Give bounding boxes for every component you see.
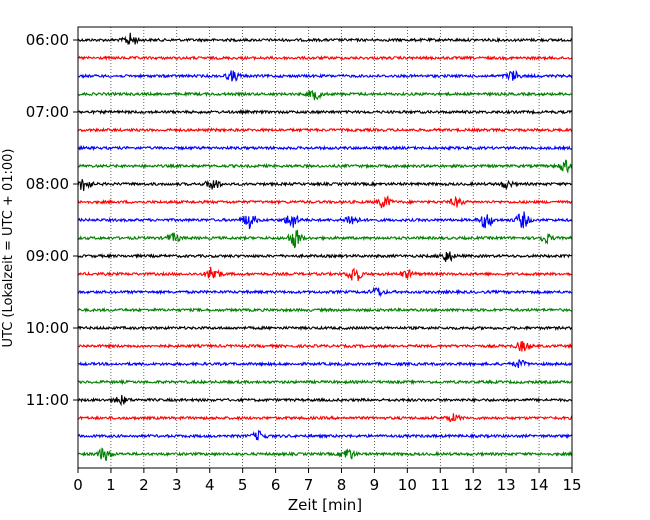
x-tick-label: 1 — [106, 476, 116, 494]
trace-0715 — [77, 127, 573, 134]
y-tick-label: 08:00 — [26, 175, 69, 193]
x-tick-label: 13 — [497, 476, 516, 494]
y-ticks: 06:00 07:00 08:00 09:00 10:00 11:00 — [26, 31, 78, 409]
trace-0845 — [77, 229, 573, 249]
x-tick-label: 3 — [172, 476, 182, 494]
x-tick-label: 12 — [464, 476, 483, 494]
x-tick-label: 10 — [398, 476, 417, 494]
trace-0800 — [77, 179, 573, 192]
trace-lines — [77, 32, 573, 462]
trace-0815 — [77, 194, 573, 209]
trace-0630 — [77, 69, 573, 82]
trace-1145 — [77, 447, 573, 462]
trace-0915 — [77, 266, 573, 281]
trace-0745 — [77, 159, 573, 174]
y-tick-label: 09:00 — [26, 247, 69, 265]
y-tick-label: 11:00 — [26, 391, 69, 409]
x-tick-label: 14 — [530, 476, 549, 494]
x-tick-label: 9 — [370, 476, 380, 494]
trace-1000 — [77, 325, 573, 332]
trace-0645 — [77, 89, 573, 101]
trace-0930 — [77, 286, 573, 298]
trace-1015 — [77, 341, 573, 352]
trace-0600 — [77, 32, 573, 45]
y-tick-label: 06:00 — [26, 31, 69, 49]
trace-1130 — [77, 429, 573, 441]
y-tick-label: 10:00 — [26, 319, 69, 337]
trace-0830 — [77, 211, 573, 230]
trace-0615 — [77, 54, 573, 62]
x-tick-label: 15 — [562, 476, 581, 494]
trace-1045 — [77, 378, 573, 386]
trace-1030 — [77, 359, 573, 369]
trace-0900 — [77, 251, 573, 263]
x-tick-label: 0 — [73, 476, 83, 494]
trace-0730 — [77, 144, 573, 152]
x-tick-label: 4 — [205, 476, 215, 494]
y-axis-label: UTC (Lokalzeit = UTC + 01:00) — [1, 149, 16, 348]
x-ticks: 0 1 2 3 4 5 6 7 8 9 10 11 12 13 14 15 — [73, 468, 582, 494]
x-tick-label: 8 — [337, 476, 347, 494]
x-tick-label: 7 — [304, 476, 314, 494]
x-tick-label: 11 — [431, 476, 450, 494]
trace-0945 — [78, 306, 573, 313]
trace-0700 — [77, 108, 573, 116]
x-axis-label: Zeit [min] — [288, 496, 362, 514]
trace-1100 — [77, 394, 573, 407]
x-tick-label: 6 — [271, 476, 281, 494]
x-tick-label: 5 — [238, 476, 248, 494]
x-tick-label: 2 — [139, 476, 149, 494]
y-tick-label: 07:00 — [26, 103, 69, 121]
trace-1115 — [77, 413, 573, 423]
plot-frame — [77, 26, 573, 469]
